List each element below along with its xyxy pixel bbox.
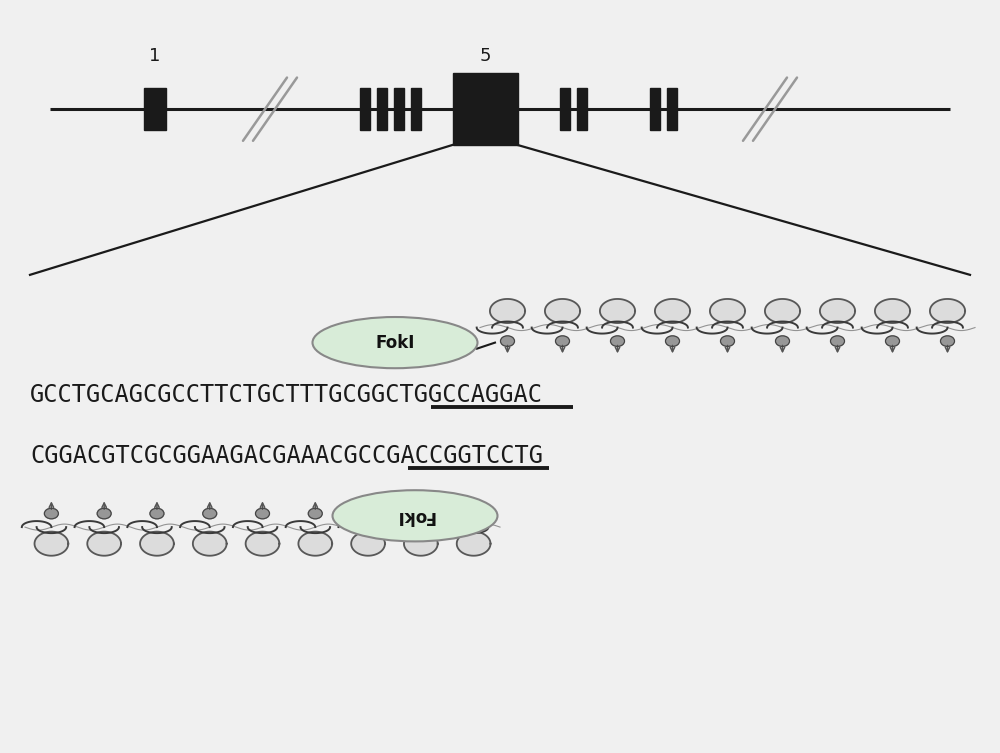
Circle shape	[44, 508, 58, 519]
Polygon shape	[404, 532, 438, 556]
Bar	[144, 89, 166, 130]
Polygon shape	[457, 532, 491, 556]
Circle shape	[308, 508, 322, 519]
Circle shape	[666, 336, 680, 346]
Polygon shape	[765, 299, 800, 323]
Polygon shape	[490, 299, 525, 323]
Circle shape	[556, 336, 570, 346]
Circle shape	[940, 336, 954, 346]
Text: GCCTGCAGCGCCTTCTGCTTTGCGGCTGGCCAGGAC: GCCTGCAGCGCCTTCTGCTTTGCGGCTGGCCAGGAC	[30, 383, 543, 407]
Circle shape	[467, 508, 481, 519]
Polygon shape	[930, 299, 965, 323]
Bar	[667, 89, 677, 130]
Bar	[452, 74, 518, 145]
Polygon shape	[545, 299, 580, 323]
Bar	[560, 89, 570, 130]
Circle shape	[414, 508, 428, 519]
Bar	[394, 89, 404, 130]
Text: FokI: FokI	[375, 334, 415, 352]
Bar	[360, 89, 370, 130]
Bar	[650, 89, 660, 130]
Ellipse shape	[332, 490, 498, 541]
Polygon shape	[875, 299, 910, 323]
Circle shape	[720, 336, 734, 346]
Ellipse shape	[312, 317, 478, 368]
Polygon shape	[35, 532, 68, 556]
Polygon shape	[87, 532, 121, 556]
Circle shape	[886, 336, 900, 346]
Bar	[577, 89, 587, 130]
Polygon shape	[193, 532, 227, 556]
Polygon shape	[351, 532, 385, 556]
Text: 1: 1	[149, 47, 161, 66]
Circle shape	[256, 508, 270, 519]
Circle shape	[150, 508, 164, 519]
Circle shape	[97, 508, 111, 519]
Circle shape	[610, 336, 624, 346]
Circle shape	[361, 508, 375, 519]
Polygon shape	[600, 299, 635, 323]
Circle shape	[830, 336, 844, 346]
Polygon shape	[140, 532, 174, 556]
Bar	[411, 89, 421, 130]
Polygon shape	[655, 299, 690, 323]
Text: FokI: FokI	[395, 507, 435, 525]
Circle shape	[203, 508, 217, 519]
Text: 5: 5	[479, 47, 491, 66]
Text: CGGACGTCGCGGAAGACGAAACGCCGACCGGTCCTG: CGGACGTCGCGGAAGACGAAACGCCGACCGGTCCTG	[30, 444, 543, 468]
Polygon shape	[820, 299, 855, 323]
Polygon shape	[298, 532, 332, 556]
Circle shape	[500, 336, 514, 346]
Circle shape	[776, 336, 790, 346]
Polygon shape	[246, 532, 279, 556]
Bar	[377, 89, 387, 130]
Polygon shape	[710, 299, 745, 323]
